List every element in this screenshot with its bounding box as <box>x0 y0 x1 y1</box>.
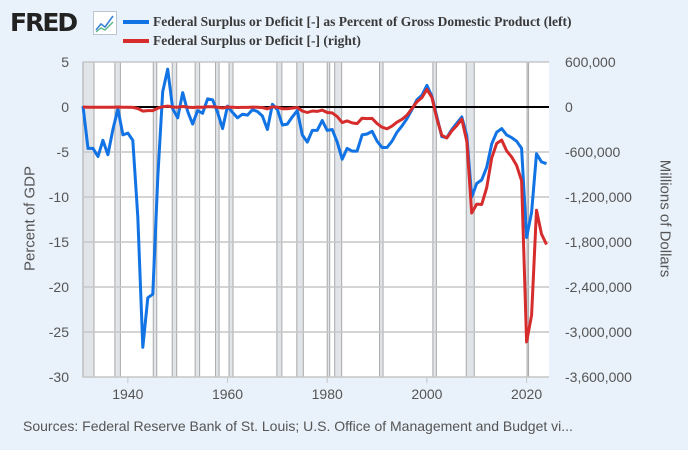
left-tick-label: -25 <box>49 324 69 340</box>
line-chart-icon <box>93 11 117 35</box>
fred-logo[interactable]: FRED <box>10 8 78 37</box>
recession-band <box>326 61 331 378</box>
x-tick-label: 2000 <box>411 386 442 402</box>
legend-item-percent-gdp[interactable]: Federal Surplus or Deficit [-] as Percen… <box>123 12 572 31</box>
x-tick-label: 2020 <box>511 386 542 402</box>
recession-band <box>465 61 475 378</box>
left-tick-label: -5 <box>57 144 70 160</box>
recession-band <box>334 61 343 378</box>
left-tick-label: -10 <box>49 189 69 205</box>
right-tick-label: -2,400,000 <box>565 279 632 295</box>
right-tick-label: 600,000 <box>565 54 616 70</box>
sources-note: Sources: Federal Reserve Bank of St. Lou… <box>23 418 573 434</box>
left-tick-label: 5 <box>61 54 69 70</box>
left-tick-label: -20 <box>49 279 69 295</box>
left-tick-label: -30 <box>49 369 69 385</box>
series-line-millions <box>82 87 548 344</box>
legend-swatch-blue <box>123 19 149 24</box>
right-tick-label: -1,200,000 <box>565 189 632 205</box>
right-tick-label: -1,800,000 <box>565 234 632 250</box>
right-tick-label: -3,600,000 <box>565 369 632 385</box>
legend-swatch-red <box>123 38 149 43</box>
x-tick-label: 1960 <box>212 386 243 402</box>
left-tick-label: 0 <box>61 99 69 115</box>
right-axis-title: Millions of Dollars <box>656 159 674 278</box>
left-tick-label: -15 <box>49 234 69 250</box>
right-tick-label: -3,000,000 <box>565 324 632 340</box>
recession-band <box>379 61 384 378</box>
x-tick-label: 1940 <box>112 386 143 402</box>
left-axis-title: Percent of GDP <box>21 165 39 272</box>
legend-label: Federal Surplus or Deficit [-] as Percen… <box>153 14 572 29</box>
legend-item-millions[interactable]: Federal Surplus or Deficit [-] (right) <box>123 31 572 50</box>
x-tick-label: 1980 <box>312 386 343 402</box>
legend-label: Federal Surplus or Deficit [-] (right) <box>153 33 361 48</box>
legend: Federal Surplus or Deficit [-] as Percen… <box>123 12 572 50</box>
right-tick-label: 0 <box>565 99 573 115</box>
right-tick-label: -600,000 <box>565 144 620 160</box>
